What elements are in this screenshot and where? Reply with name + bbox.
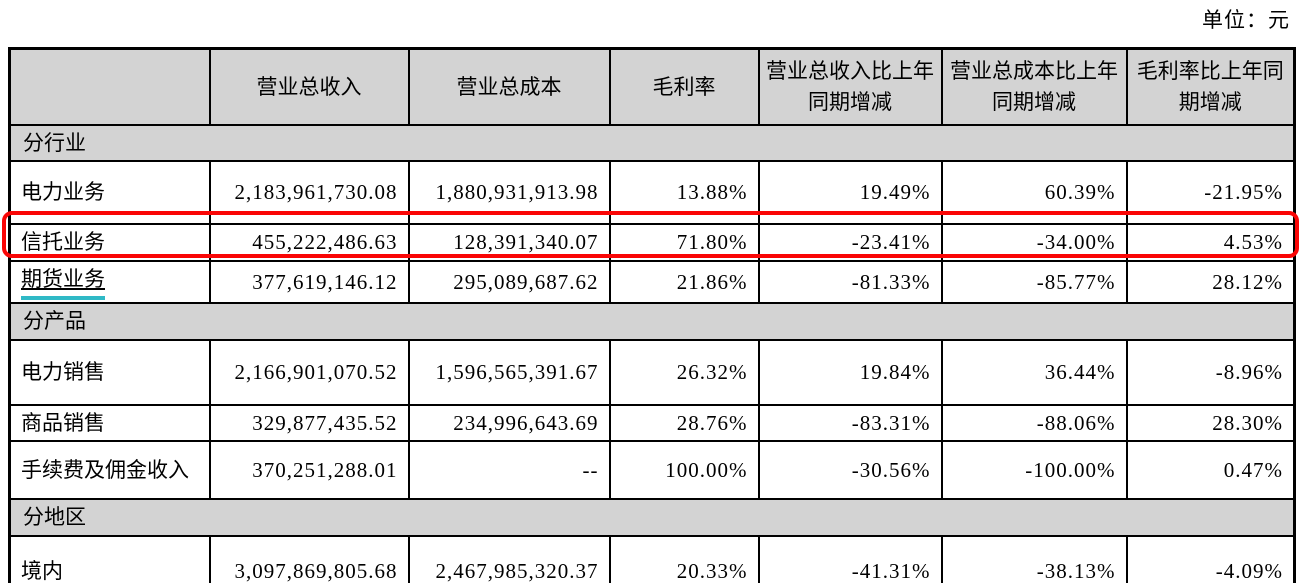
futures-label-underlined: 期货业务 <box>21 264 105 301</box>
cell-revenue-yoy: -23.41% <box>757 222 943 262</box>
cell-total-cost: -- <box>407 440 611 501</box>
cell-gross-margin: 100.00% <box>608 440 760 501</box>
cell-total-revenue: 2,166,901,070.52 <box>208 338 410 406</box>
cell-revenue-yoy: 19.84% <box>757 338 943 406</box>
section-label: 分产品 <box>8 302 1296 341</box>
cell-cost-yoy: -85.77% <box>940 259 1128 305</box>
cell-total-cost: 128,391,340.07 <box>407 222 611 262</box>
cell-total-revenue: 2,183,961,730.08 <box>208 159 410 225</box>
cell-gross-margin: 26.32% <box>608 338 760 406</box>
header-margin-yoy: 毛利率比上年同期增减 <box>1125 47 1296 126</box>
header-total-cost: 营业总成本 <box>407 47 611 126</box>
cell-revenue-yoy: -41.31% <box>757 534 943 583</box>
row-label: 商品销售 <box>8 403 211 443</box>
header-cost-yoy: 营业总成本比上年同期增减 <box>940 47 1128 126</box>
cell-cost-yoy: -34.00% <box>940 222 1128 262</box>
cell-margin-yoy: 4.53% <box>1125 222 1296 262</box>
cell-cost-yoy: 36.44% <box>940 338 1128 406</box>
cell-total-cost: 295,089,687.62 <box>407 259 611 305</box>
cell-total-revenue: 3,097,869,805.68 <box>208 534 410 583</box>
row-fee-commission-income: 手续费及佣金收入 370,251,288.01 -- 100.00% -30.5… <box>8 440 1296 501</box>
section-label: 分行业 <box>8 123 1296 162</box>
row-label: 期货业务 <box>8 259 211 305</box>
cell-total-revenue: 329,877,435.52 <box>208 403 410 443</box>
row-label: 电力业务 <box>8 159 211 225</box>
cell-total-cost: 1,596,565,391.67 <box>407 338 611 406</box>
cell-cost-yoy: 60.39% <box>940 159 1128 225</box>
cell-cost-yoy: -88.06% <box>940 403 1128 443</box>
cell-margin-yoy: -8.96% <box>1125 338 1296 406</box>
cell-gross-margin: 28.76% <box>608 403 760 443</box>
cell-cost-yoy: -38.13% <box>940 534 1128 583</box>
cell-gross-margin: 21.86% <box>608 259 760 305</box>
segment-table: 营业总收入 营业总成本 毛利率 营业总收入比上年同期增减 营业总成本比上年同期增… <box>8 47 1296 583</box>
cell-margin-yoy: -21.95% <box>1125 159 1296 225</box>
cell-gross-margin: 13.88% <box>608 159 760 225</box>
cell-total-cost: 234,996,643.69 <box>407 403 611 443</box>
header-empty <box>8 47 211 126</box>
row-futures-business: 期货业务 377,619,146.12 295,089,687.62 21.86… <box>8 259 1296 305</box>
row-domestic: 境内 3,097,869,805.68 2,467,985,320.37 20.… <box>8 534 1296 583</box>
cell-total-revenue: 455,222,486.63 <box>208 222 410 262</box>
section-label: 分地区 <box>8 498 1296 537</box>
row-label: 手续费及佣金收入 <box>8 440 211 501</box>
row-label: 电力销售 <box>8 338 211 406</box>
section-by-region: 分地区 <box>8 498 1296 537</box>
cell-total-cost: 2,467,985,320.37 <box>407 534 611 583</box>
cell-margin-yoy: -4.09% <box>1125 534 1296 583</box>
cell-revenue-yoy: -81.33% <box>757 259 943 305</box>
header-total-revenue: 营业总收入 <box>208 47 410 126</box>
cell-gross-margin: 71.80% <box>608 222 760 262</box>
cell-revenue-yoy: -83.31% <box>757 403 943 443</box>
cell-total-cost: 1,880,931,913.98 <box>407 159 611 225</box>
section-by-product: 分产品 <box>8 302 1296 341</box>
row-power-sales: 电力销售 2,166,901,070.52 1,596,565,391.67 2… <box>8 338 1296 406</box>
cell-total-revenue: 370,251,288.01 <box>208 440 410 501</box>
section-by-industry: 分行业 <box>8 123 1296 162</box>
header-gross-margin: 毛利率 <box>608 47 760 126</box>
table-header-row: 营业总收入 营业总成本 毛利率 营业总收入比上年同期增减 营业总成本比上年同期增… <box>8 47 1296 126</box>
row-goods-sales: 商品销售 329,877,435.52 234,996,643.69 28.76… <box>8 403 1296 443</box>
cell-margin-yoy: 28.30% <box>1125 403 1296 443</box>
row-electric-power-business: 电力业务 2,183,961,730.08 1,880,931,913.98 1… <box>8 159 1296 225</box>
header-revenue-yoy: 营业总收入比上年同期增减 <box>757 47 943 126</box>
cell-revenue-yoy: 19.49% <box>757 159 943 225</box>
row-label: 境内 <box>8 534 211 583</box>
cell-total-revenue: 377,619,146.12 <box>208 259 410 305</box>
cell-gross-margin: 20.33% <box>608 534 760 583</box>
cell-margin-yoy: 0.47% <box>1125 440 1296 501</box>
cell-cost-yoy: -100.00% <box>940 440 1128 501</box>
row-label: 信托业务 <box>8 222 211 262</box>
cell-revenue-yoy: -30.56% <box>757 440 943 501</box>
row-trust-business: 信托业务 455,222,486.63 128,391,340.07 71.80… <box>8 222 1296 262</box>
cell-margin-yoy: 28.12% <box>1125 259 1296 305</box>
unit-label: 单位：元 <box>1202 8 1290 32</box>
